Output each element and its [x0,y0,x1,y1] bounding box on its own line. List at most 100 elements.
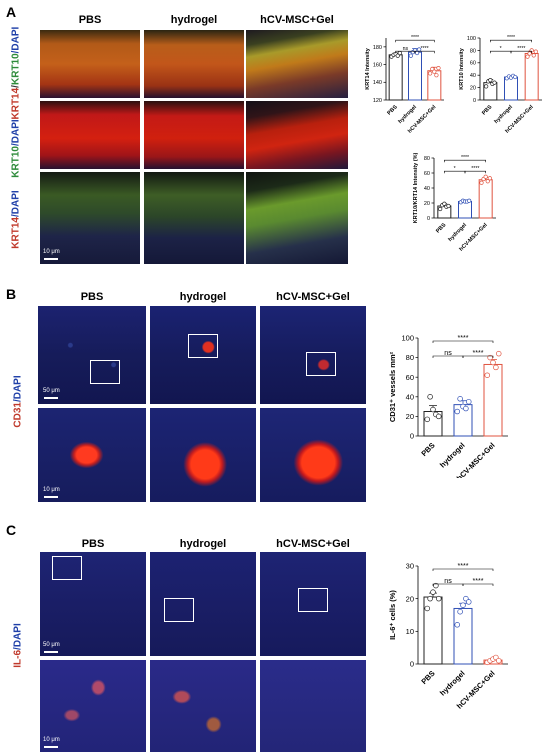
micrograph-a-krt14-hydrogel [144,101,244,169]
chart-cd31-vessels: 0 20 40 60 80 100 CD31⁺ vessels mm² PBS hydrogel… [388,334,508,478]
y-tick-label: 80 [406,353,414,362]
zoom-box [298,588,328,612]
micrograph-c-msc [260,552,366,656]
y-tick-label: 20 [424,201,430,207]
x-tick-label: hydrogel [493,104,514,125]
significance-bracket [432,340,494,343]
significance-bracket [510,50,532,54]
col-header-c-msc: hCV-MSC+Gel [276,538,350,550]
data-point [487,176,492,181]
x-tick-label: PBS [419,669,436,686]
scale-bar-a [44,258,58,260]
row-label-krt14: KRT14/DAPI [11,178,22,262]
data-point [424,605,430,612]
micrograph-b-msc-zoom [260,408,366,502]
y-tick-label: 80 [424,156,430,162]
significance-label: **** [517,46,525,52]
y-tick-label: 0 [410,432,414,441]
y-axis-label: KRT14 Intensity [365,47,371,90]
micrograph-a-merge-pbs [40,30,140,98]
y-tick-label: 120 [373,98,382,104]
scale-label-a: 10 μm [43,249,60,255]
data-point [436,595,442,602]
panel-label-b: B [6,286,17,302]
data-point [428,71,433,76]
x-tick-label: hydrogel [447,222,468,243]
data-point [485,179,490,184]
micrograph-c-hydrogel-zoom [150,660,256,752]
significance-bracket [432,568,494,571]
significance-label: **** [472,349,483,357]
x-tick-label: hydrogel [438,669,467,698]
significance-label: ns [444,577,452,585]
significance-bracket [395,39,435,43]
scale-bar-b-top [44,397,58,399]
col-header-b-hydrogel: hydrogel [179,291,227,303]
y-tick-label: 60 [470,61,476,67]
data-point [433,582,439,589]
data-point [395,53,400,58]
bar [524,53,539,101]
y-tick-label: 140 [373,80,382,86]
x-tick-label: PBS [435,222,447,234]
x-tick-label: PBS [386,104,398,116]
micrograph-c-msc-zoom [260,660,366,752]
micrograph-a-merge-hydrogel [144,30,244,98]
y-tick-label: 60 [406,373,414,382]
data-point [492,80,497,85]
data-point [496,657,502,664]
y-axis-label: IL-6⁺ cells (%) [388,590,397,640]
data-point [432,69,437,74]
zoom-box [188,334,218,358]
y-tick-label: 20 [406,412,414,421]
data-point [408,53,413,58]
data-point [525,54,530,59]
row-label-il6: IL-6/DAPI [13,606,24,686]
data-point [463,405,469,412]
y-tick-label: 20 [470,86,476,92]
y-tick-label: 0 [427,216,430,222]
significance-bracket [464,170,486,174]
y-tick-label: 30 [406,562,414,571]
panel-label-c: C [6,522,17,538]
significance-label: ns [444,349,452,357]
x-tick-label: PBS [481,104,493,116]
scale-label-b-bottom: 10 μm [43,487,60,493]
significance-bracket [462,583,494,586]
col-header-b-pbs: PBS [80,291,104,303]
micrograph-a-merge-msc [246,30,348,98]
micrograph-a-krt14-msc [246,101,348,169]
scale-label-b-top: 50 μm [43,388,60,394]
data-point [488,78,493,83]
data-point [487,354,493,361]
data-point [484,84,489,89]
micrograph-b-pbs-zoom [38,408,146,502]
data-point [460,602,466,608]
data-point [430,406,436,413]
data-point [414,50,420,56]
significance-label: * [454,166,456,172]
row-label-part: /DAPI [12,623,24,650]
row-label-part: /DAPI [10,119,22,146]
data-point [490,359,496,366]
y-tick-label: 100 [467,36,476,42]
significance-label: **** [421,46,429,52]
y-tick-label: 160 [373,62,382,68]
significance-bracket [490,39,532,43]
micrograph-a-krt14-pbs [40,101,140,169]
data-point [436,413,442,420]
row-label-cd31: CD31/DAPI [13,362,24,442]
bar [408,51,422,101]
significance-label: **** [411,35,419,41]
data-point [457,396,463,402]
y-axis-label: CD31⁺ vessels mm² [388,351,397,422]
panel-label-a: A [6,4,17,20]
data-point [496,350,502,357]
micrograph-b-hydrogel [150,306,256,404]
col-header-msc: hCV-MSC+Gel [260,14,334,26]
x-tick-label: PBS [419,441,436,458]
data-point [531,53,536,58]
data-point [493,364,499,371]
